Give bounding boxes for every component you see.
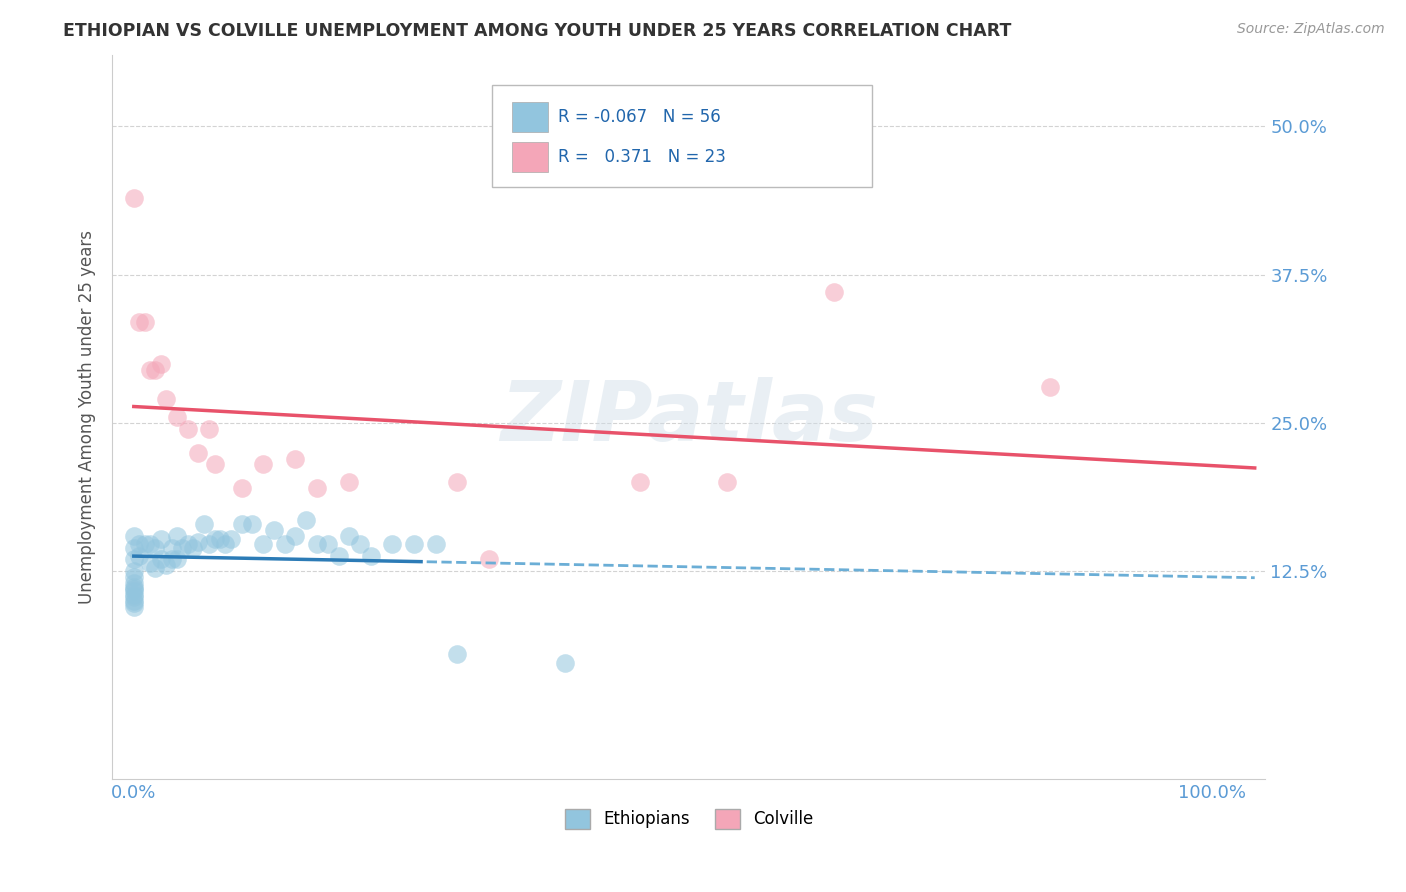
Point [337, 529, 360, 543]
Point [122, 599, 145, 614]
Point [122, 591, 145, 605]
Point [122, 576, 145, 591]
Point [172, 541, 194, 555]
Point [128, 315, 150, 329]
Point [198, 537, 221, 551]
Point [1039, 380, 1062, 394]
Point [149, 357, 172, 371]
Point [231, 516, 253, 531]
Point [122, 552, 145, 566]
Point [305, 537, 328, 551]
Point [204, 458, 226, 472]
Point [554, 656, 576, 670]
Point [337, 475, 360, 490]
Point [122, 529, 145, 543]
Text: R = -0.067   N = 56: R = -0.067 N = 56 [558, 108, 721, 126]
Point [219, 533, 242, 547]
Point [155, 558, 177, 573]
Point [198, 422, 221, 436]
Point [349, 537, 371, 551]
Point [187, 534, 209, 549]
Point [166, 410, 188, 425]
Point [122, 541, 145, 555]
Point [143, 362, 166, 376]
Text: ZIPatlas: ZIPatlas [501, 376, 877, 458]
Point [273, 537, 295, 551]
Point [139, 556, 162, 570]
Point [360, 549, 382, 563]
Point [208, 533, 231, 547]
Point [316, 537, 339, 551]
Point [166, 529, 188, 543]
Point [166, 552, 188, 566]
Point [402, 537, 425, 551]
Point [446, 648, 468, 662]
Point [143, 541, 166, 555]
Point [176, 537, 198, 551]
Point [328, 549, 350, 563]
Text: Source: ZipAtlas.com: Source: ZipAtlas.com [1237, 22, 1385, 37]
Point [134, 315, 156, 329]
Point [176, 422, 198, 436]
Point [128, 549, 150, 563]
Point [181, 541, 204, 555]
Point [628, 475, 651, 490]
Point [284, 451, 307, 466]
Point [134, 537, 156, 551]
Point [149, 552, 172, 566]
Point [139, 362, 162, 376]
Point [478, 552, 501, 566]
Point [160, 541, 183, 555]
Point [240, 516, 263, 531]
Point [122, 580, 145, 594]
Point [214, 537, 236, 551]
Point [284, 529, 307, 543]
Legend: Ethiopians, Colville: Ethiopians, Colville [558, 802, 820, 836]
Point [122, 594, 145, 608]
Point [143, 560, 166, 574]
Point [122, 564, 145, 578]
Point [187, 445, 209, 459]
Point [122, 582, 145, 596]
Point [305, 481, 328, 495]
Point [263, 523, 285, 537]
Point [823, 285, 845, 300]
Point [252, 458, 274, 472]
Point [155, 392, 177, 407]
Point [295, 513, 318, 527]
Point [149, 533, 172, 547]
Text: ETHIOPIAN VS COLVILLE UNEMPLOYMENT AMONG YOUTH UNDER 25 YEARS CORRELATION CHART: ETHIOPIAN VS COLVILLE UNEMPLOYMENT AMONG… [63, 22, 1012, 40]
Point [122, 584, 145, 599]
Point [381, 537, 404, 551]
Point [122, 190, 145, 204]
Point [716, 475, 738, 490]
Point [204, 533, 226, 547]
Point [231, 481, 253, 495]
Point [122, 596, 145, 610]
Point [128, 537, 150, 551]
Point [252, 537, 274, 551]
Point [122, 588, 145, 602]
Point [425, 537, 447, 551]
Text: R =   0.371   N = 23: R = 0.371 N = 23 [558, 148, 725, 166]
Point [193, 516, 215, 531]
Point [446, 475, 468, 490]
Y-axis label: Unemployment Among Youth under 25 years: Unemployment Among Youth under 25 years [79, 230, 96, 604]
Point [160, 552, 183, 566]
Point [139, 537, 162, 551]
Point [122, 570, 145, 584]
